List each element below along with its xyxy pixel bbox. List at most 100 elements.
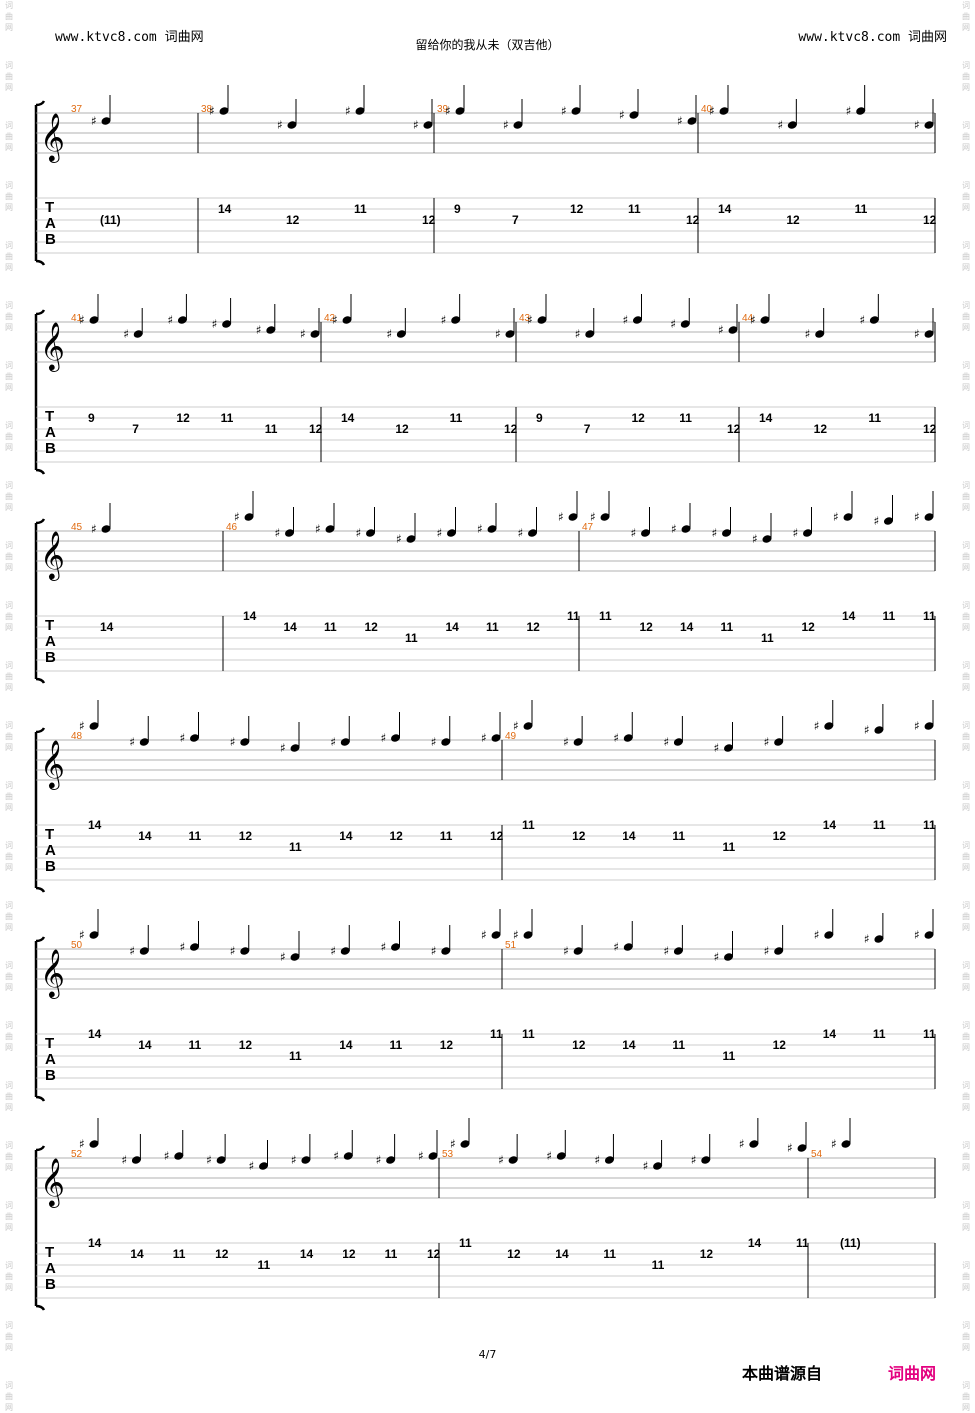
tab-fret-number: 12 [215, 1247, 229, 1261]
sharp-icon: ♯ [613, 940, 619, 954]
notehead [266, 326, 276, 334]
tab-fret-number: 14 [243, 609, 257, 623]
sharp-icon: ♯ [631, 526, 637, 540]
notehead [222, 320, 232, 328]
system-bracket [34, 309, 46, 475]
watermark-text: 词曲网 [5, 661, 13, 692]
notehead [924, 931, 934, 939]
sharp-icon: ♯ [431, 944, 437, 958]
tab-clef-letter: A [45, 424, 56, 441]
tab-fret-number: (11) [100, 213, 121, 227]
notehead [874, 935, 884, 943]
notehead [340, 947, 350, 955]
tab-fret-number: 11 [405, 631, 418, 645]
notehead [722, 529, 731, 537]
watermark-text: 词曲网 [5, 1261, 13, 1292]
sharp-icon: ♯ [277, 118, 283, 132]
notehead [568, 513, 578, 521]
tab-fret-number: 14 [748, 1236, 762, 1250]
sharp-icon: ♯ [498, 1153, 504, 1167]
watermark-text: 词曲网 [962, 1141, 970, 1172]
bar-number: 41 [71, 313, 83, 324]
sharp-icon: ♯ [513, 719, 519, 733]
sharp-icon: ♯ [563, 944, 569, 958]
sharp-icon: ♯ [381, 940, 387, 954]
system-bracket [34, 936, 46, 1102]
tab-fret-number: 12 [286, 213, 300, 227]
sharp-icon: ♯ [709, 104, 715, 118]
sharp-icon: ♯ [712, 526, 718, 540]
notehead [641, 529, 650, 537]
notehead [681, 525, 691, 533]
tab-fret-number: 14 [341, 411, 355, 425]
notehead [719, 107, 729, 115]
tab-fret-number: 12 [686, 213, 700, 227]
notehead [924, 513, 934, 521]
notehead [774, 947, 784, 955]
sharp-icon: ♯ [663, 944, 669, 958]
notehead [505, 330, 515, 338]
notehead [924, 330, 934, 338]
tab-fret-number: 14 [680, 620, 694, 634]
tab-clef-letter: A [45, 215, 56, 232]
watermark-text: 词曲网 [5, 481, 13, 512]
sharp-icon: ♯ [91, 114, 97, 128]
notehead [585, 330, 595, 338]
tab-fret-number: 14 [100, 620, 114, 634]
notehead [508, 1156, 518, 1164]
tab-fret-number: 12 [640, 620, 654, 634]
watermark-text: 词曲网 [962, 1021, 970, 1052]
watermark-text: 词曲网 [962, 1, 970, 32]
tab-fret-number: 12 [390, 829, 404, 843]
bar-number: 54 [811, 1149, 823, 1160]
notehead [874, 726, 884, 734]
notehead [133, 330, 143, 338]
sharp-icon: ♯ [230, 944, 236, 958]
tab-fret-number: 14 [823, 818, 837, 832]
tab-clef-letter: T [45, 408, 54, 425]
tab-fret-number: 11 [567, 609, 580, 623]
tab-fret-number: 11 [390, 1038, 403, 1052]
sharp-icon: ♯ [914, 928, 920, 942]
tab-fret-number: 11 [385, 1247, 398, 1261]
notehead [447, 529, 456, 537]
tab-clef-letter: B [45, 231, 56, 248]
sharp-icon: ♯ [121, 1153, 127, 1167]
watermark-text: 词曲网 [962, 661, 970, 692]
watermark-text: 词曲网 [5, 1321, 13, 1352]
watermark-text: 词曲网 [5, 721, 13, 752]
notehead [441, 947, 451, 955]
tab-fret-number: 14 [759, 411, 773, 425]
tab-fret-number: 11 [486, 620, 499, 634]
tab-fret-number: 12 [239, 1038, 253, 1052]
tab-fret-number: 12 [365, 620, 379, 634]
notehead [843, 513, 853, 521]
sharp-icon: ♯ [256, 323, 262, 337]
notehead [573, 738, 583, 746]
sharp-icon: ♯ [764, 944, 770, 958]
notehead [285, 529, 294, 537]
bar-number: 52 [71, 1149, 83, 1160]
tab-fret-number: 14 [622, 829, 636, 843]
bar-number: 51 [505, 940, 517, 951]
header-right-site: www.ktvc8.com 词曲网 [798, 30, 947, 45]
watermark-text: 词曲网 [5, 121, 13, 152]
tab-fret-number: 11 [723, 1049, 736, 1063]
sharp-icon: ♯ [874, 514, 880, 528]
sharp-icon: ♯ [558, 510, 564, 524]
notehead [391, 943, 400, 951]
tab-fret-number: 12 [570, 202, 584, 216]
sharp-icon: ♯ [230, 735, 236, 749]
notehead [687, 117, 697, 125]
sharp-icon: ♯ [643, 1159, 649, 1173]
notehead [815, 330, 825, 338]
watermark-text: 词曲网 [962, 61, 970, 92]
bar-number: 43 [519, 313, 531, 324]
notehead [325, 525, 335, 533]
bar-number: 49 [505, 731, 517, 742]
tab-fret-number: 12 [490, 829, 504, 843]
sharp-icon: ♯ [833, 510, 839, 524]
sharp-icon: ♯ [376, 1153, 382, 1167]
watermark-text: 词曲网 [962, 481, 970, 512]
notehead [391, 734, 400, 742]
